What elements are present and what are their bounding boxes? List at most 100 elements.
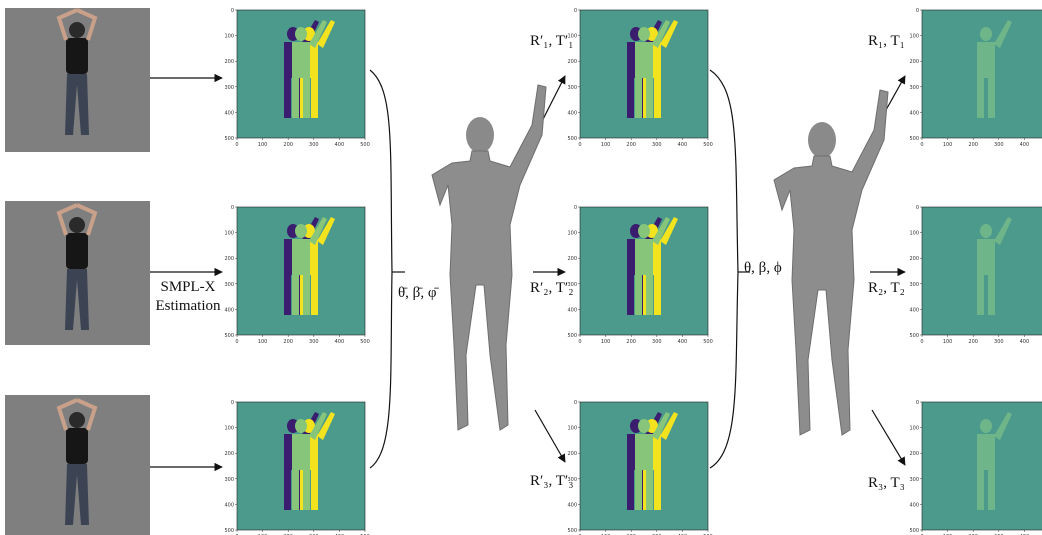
tick-label: 500 [567, 333, 577, 339]
tick-label: 500 [909, 136, 919, 142]
tick-label: 300 [567, 477, 577, 483]
tick-label: 100 [224, 231, 234, 237]
tick-label: 400 [678, 142, 688, 148]
tick-label: 400 [909, 502, 919, 508]
tick-label: 300 [309, 142, 319, 148]
tick-label: 100 [258, 339, 268, 345]
tick-label: 100 [909, 231, 919, 237]
tick-label: 400 [909, 110, 919, 116]
tick-label: 200 [909, 451, 919, 457]
tick-label: 200 [909, 256, 919, 262]
tick-label: 100 [601, 142, 611, 148]
tick-label: 500 [224, 136, 234, 142]
tick-label: 200 [968, 142, 978, 148]
tick-label: 0 [574, 400, 577, 406]
tick-label: 300 [909, 282, 919, 288]
tick-label: 100 [258, 142, 268, 148]
fused-params: θ̄, β̄, φ̄ [398, 285, 439, 301]
tick-label: 300 [652, 339, 662, 345]
tick-label: 400 [224, 502, 234, 508]
tick-label: 300 [994, 142, 1004, 148]
tick-label: 500 [567, 528, 577, 534]
tick-label: 200 [283, 339, 293, 345]
tick-label: 400 [567, 110, 577, 116]
tick-label: 500 [703, 339, 713, 345]
tick-label: 200 [567, 256, 577, 262]
tick-label: 100 [224, 426, 234, 432]
tick-label: 100 [909, 426, 919, 432]
tick-label: 100 [943, 142, 953, 148]
tick-label: 400 [909, 307, 919, 313]
depth-plot: 01002003004005000100200300400500 [224, 400, 369, 535]
tick-label: 300 [567, 85, 577, 91]
tick-label: 0 [235, 339, 238, 345]
tick-label: 300 [309, 339, 319, 345]
merge-curve [710, 70, 738, 272]
tick-label: 300 [224, 282, 234, 288]
tick-label: 200 [224, 256, 234, 262]
tick-label: 0 [920, 142, 923, 148]
tick-label: 200 [909, 59, 919, 65]
tick-label: 0 [231, 400, 234, 406]
arrow [535, 410, 565, 462]
tick-label: 100 [567, 426, 577, 432]
body-mesh [774, 90, 888, 435]
tick-label: 200 [224, 451, 234, 457]
arrow [872, 410, 905, 465]
body-mesh [432, 85, 546, 430]
tick-label: 300 [909, 85, 919, 91]
tick-label: 0 [916, 205, 919, 211]
input-photos [5, 8, 150, 535]
transform-label: R₃, T₃ [868, 475, 905, 491]
tick-label: 200 [626, 142, 636, 148]
tick-label: 400 [335, 339, 345, 345]
tick-label: 0 [235, 142, 238, 148]
tick-label: 0 [578, 142, 581, 148]
tick-label: 100 [567, 231, 577, 237]
tick-label: 0 [574, 8, 577, 14]
tick-label: 400 [335, 142, 345, 148]
tick-label: 0 [920, 339, 923, 345]
tick-label: 300 [224, 477, 234, 483]
tick-label: 200 [224, 59, 234, 65]
tick-label: 400 [567, 502, 577, 508]
merge-curve [710, 272, 738, 468]
tick-label: 300 [909, 477, 919, 483]
refined-params: θ, β, ϕ [744, 260, 782, 276]
tick-label: 400 [1020, 339, 1030, 345]
tick-label: 500 [703, 142, 713, 148]
tick-label: 100 [601, 339, 611, 345]
tick-label: 100 [567, 34, 577, 40]
tick-label: 300 [652, 142, 662, 148]
tick-label: 400 [1020, 142, 1030, 148]
tick-label: 500 [224, 333, 234, 339]
tick-label: 200 [283, 142, 293, 148]
tick-label: 400 [567, 307, 577, 313]
tick-label: 500 [909, 528, 919, 534]
tick-label: 500 [360, 339, 370, 345]
tick-label: 0 [916, 8, 919, 14]
tick-label: 200 [968, 339, 978, 345]
tick-label: 100 [943, 339, 953, 345]
merge-curve [370, 70, 392, 272]
tick-label: 500 [567, 136, 577, 142]
merge-curve [370, 272, 392, 468]
depth-plot: 01002003004005000100200300400500 [909, 400, 1042, 535]
tick-label: 400 [224, 307, 234, 313]
tick-label: 200 [567, 451, 577, 457]
tick-label: 400 [224, 110, 234, 116]
estimation-label: Estimation [156, 298, 221, 314]
tick-label: 0 [231, 205, 234, 211]
transform-label: R₁, T₁ [868, 33, 905, 49]
tick-label: 500 [224, 528, 234, 534]
tick-label: 0 [574, 205, 577, 211]
tick-label: 100 [224, 34, 234, 40]
estimation-label: SMPL-X [160, 279, 215, 295]
tick-label: 300 [994, 339, 1004, 345]
tick-label: 300 [567, 282, 577, 288]
tick-label: 200 [567, 59, 577, 65]
